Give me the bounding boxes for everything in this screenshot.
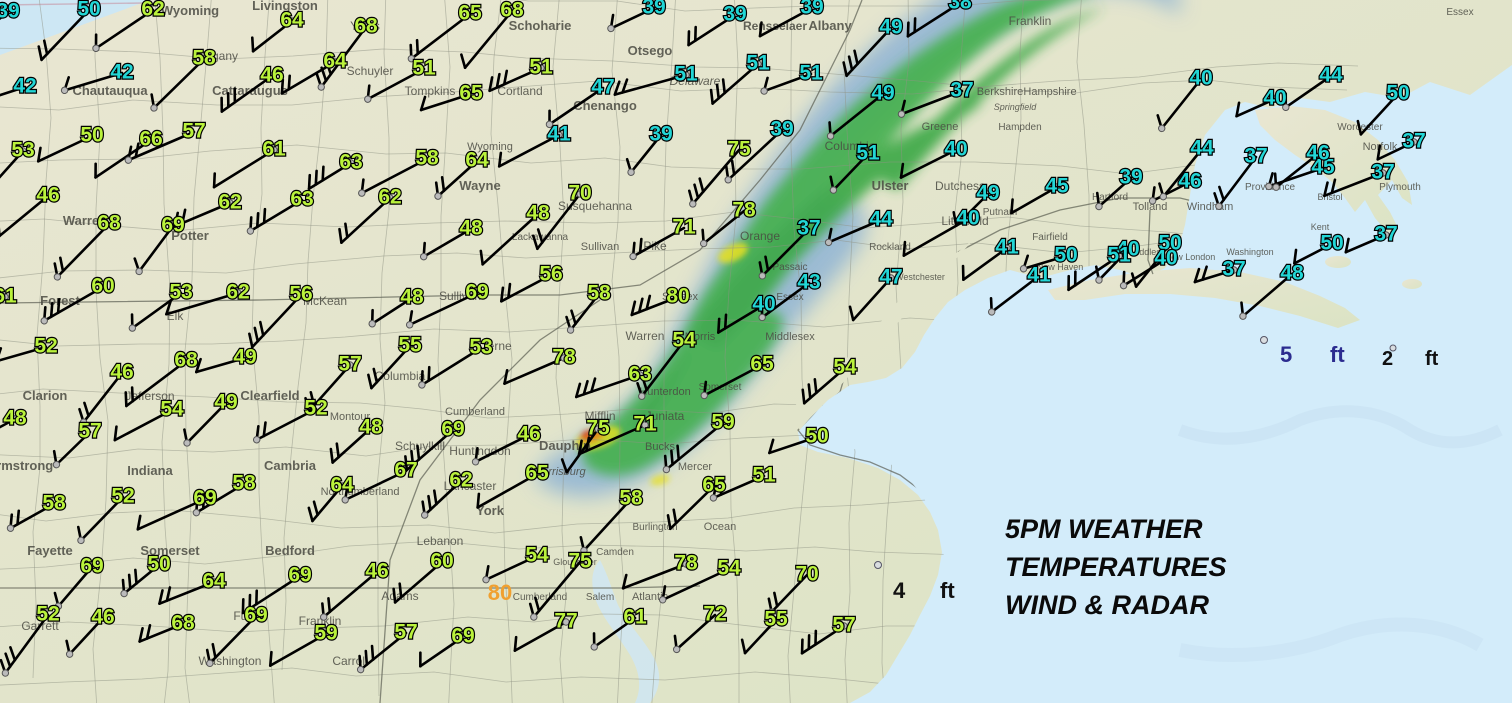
svg-text:5PM WEATHER: 5PM WEATHER (1005, 514, 1203, 544)
svg-text:WIND & RADAR: WIND & RADAR (1005, 590, 1209, 620)
svg-text:4: 4 (893, 578, 906, 603)
svg-text:2: 2 (1382, 348, 1393, 370)
svg-text:ft: ft (940, 578, 955, 603)
svg-text:TEMPERATURES: TEMPERATURES (1005, 552, 1227, 582)
svg-text:ft: ft (1425, 348, 1439, 370)
svg-text:5: 5 (1280, 342, 1292, 367)
svg-text:ft: ft (1330, 342, 1345, 367)
svg-text:80: 80 (488, 580, 512, 605)
